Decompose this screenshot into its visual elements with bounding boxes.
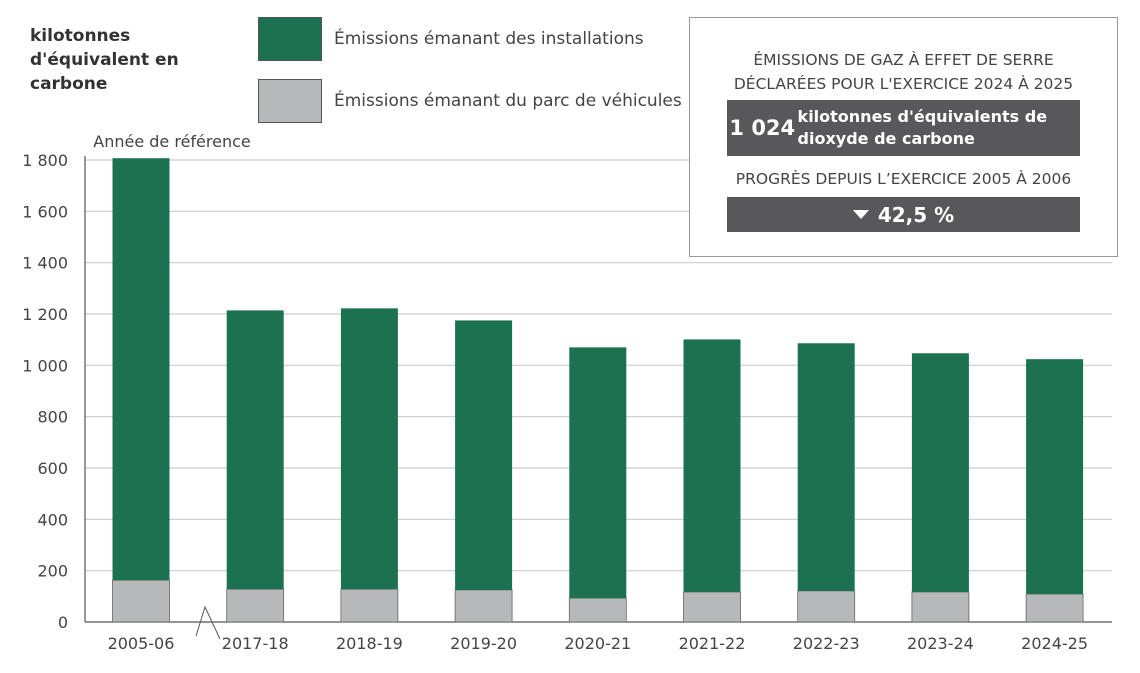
total-unit: kilotonnes d'équivalents de dioxyde de c…	[797, 107, 1048, 148]
bar-segment	[1025, 593, 1084, 623]
x-tick-label: 2021-22	[679, 634, 746, 653]
x-tick-label: 2017-18	[222, 634, 289, 653]
bar-segment	[340, 308, 398, 590]
summary-box: ÉMISSIONS DE GAZ À EFFET DE SERRE DÉCLAR…	[689, 17, 1118, 257]
legend-label: Émissions émanant du parc de véhicules	[334, 91, 682, 111]
total-value: 1 024	[729, 116, 796, 140]
x-tick-label: 2024-25	[1021, 634, 1088, 653]
y-tick-label: 800	[37, 408, 68, 427]
y-tick-label: 1 200	[22, 305, 68, 324]
x-tick-label: 2019-20	[450, 634, 517, 653]
progress-label: PROGRÈS DEPUIS L’EXERCICE 2005 À 2006	[735, 170, 1072, 188]
y-tick-label: 1 000	[22, 356, 68, 375]
y-tick-label: 0	[58, 613, 68, 632]
legend-swatch-vehicles	[258, 79, 322, 123]
y-tick-label: 1 800	[22, 151, 68, 170]
bar-segment	[454, 589, 513, 623]
bar-segment	[568, 597, 627, 623]
bar-segment	[797, 590, 856, 623]
y-tick-label: 400	[37, 510, 68, 529]
x-tick-label: 2023-24	[907, 634, 974, 653]
y-axis-label: kilotonnes d'équivalent en carbone	[30, 26, 179, 94]
progress-panel: 42,5 %	[727, 197, 1080, 232]
bar-segment	[569, 347, 627, 599]
bar-segment	[226, 310, 284, 590]
bar-segment	[340, 588, 399, 623]
x-tick-label: 2020-21	[564, 634, 631, 653]
bar-segment	[112, 579, 170, 623]
bar-segment	[455, 320, 513, 590]
y-tick-label: 600	[37, 459, 68, 478]
progress-value: 42,5 %	[877, 202, 955, 227]
bar-segment	[683, 591, 741, 623]
x-tick-label: 2022-23	[793, 634, 860, 653]
triangle-down-icon	[852, 210, 869, 219]
y-tick-label: 200	[37, 562, 68, 581]
legend-swatch-installations	[258, 17, 322, 61]
y-tick-label: 1 400	[22, 254, 68, 273]
baseline-annotation: Année de référence	[93, 132, 250, 151]
bar-segment	[683, 339, 741, 592]
bar-segment	[797, 343, 855, 591]
bar-segment	[226, 588, 285, 623]
bar-segment	[911, 591, 970, 623]
legend-item-vehicles: Émissions émanant du parc de véhicules	[258, 79, 682, 123]
legend-label: Émissions émanant des installations	[334, 29, 644, 49]
bar-segment	[112, 158, 170, 581]
bar-segment	[1026, 359, 1084, 595]
axis-break-icon	[195, 605, 221, 640]
x-tick-label: 2005-06	[108, 634, 175, 653]
legend-item-installations: Émissions émanant des installations	[258, 17, 644, 61]
x-tick-label: 2018-19	[336, 634, 403, 653]
y-tick-label: 1 600	[22, 202, 68, 221]
bar-segment	[911, 353, 969, 592]
total-panel: 1 024 kilotonnes d'équivalents de dioxyd…	[727, 100, 1080, 156]
summary-title: ÉMISSIONS DE GAZ À EFFET DE SERRE DÉCLAR…	[733, 51, 1074, 93]
